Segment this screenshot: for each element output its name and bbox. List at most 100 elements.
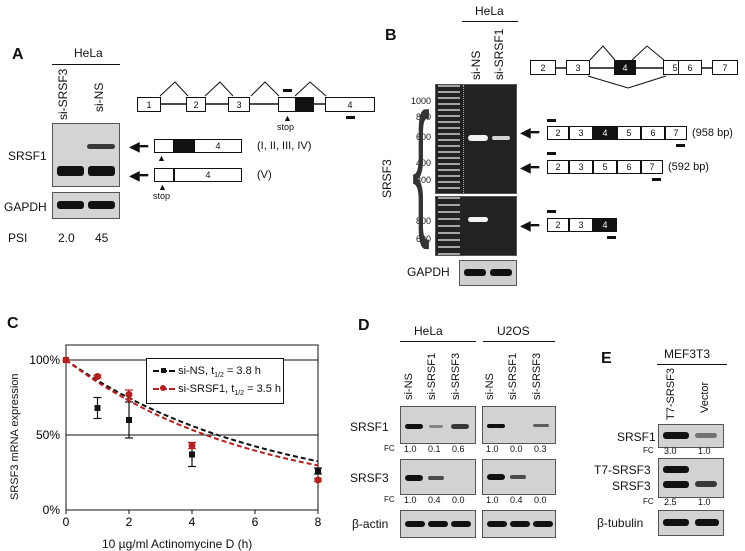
panel-b-gapdh-gel (459, 260, 517, 286)
fc-value: 0.3 (534, 444, 547, 454)
gel-band (492, 136, 510, 140)
ladder-800: 800 (416, 112, 432, 122)
gel-band (663, 466, 689, 473)
panel-a-exon-1: 1 (137, 97, 161, 112)
legend-marker (161, 368, 166, 374)
panel-b-upper-gel (435, 84, 517, 194)
panel-e-srsf1-gel (658, 424, 724, 448)
stop-marker-icon: ▲ (157, 153, 166, 163)
lane-label: si-SRSF1 (507, 352, 519, 400)
panel-a-exon-2: 2 (186, 97, 206, 112)
b-iso1-exon: 5 (617, 126, 641, 140)
panel-a-iso2-label: (V) (257, 169, 272, 181)
arrow-left-icon: ◀━ (520, 159, 540, 175)
fc-value: 0.0 (452, 495, 465, 505)
fc-value: 0.0 (534, 495, 547, 505)
arrow-left-icon: ◀━ (520, 124, 540, 140)
b-iso2-exon: 5 (593, 160, 617, 174)
b-iso2-exon: 7 (641, 160, 663, 174)
fc-value: 0.4 (428, 495, 441, 505)
panel-e-row-srsf1: SRSF1 (617, 430, 656, 444)
panel-d-srsf1-hela (400, 406, 476, 444)
gel-band (510, 475, 526, 479)
panel-d-row-actin: β-actin (352, 517, 389, 531)
panel-c-ylabel: SRSF3 mRNA expression (9, 373, 21, 500)
data-point (314, 476, 322, 484)
b-iso1-exon: 7 (665, 126, 687, 140)
ladder-300: 300 (416, 175, 432, 185)
panel-e-tubulin-gel (658, 510, 724, 536)
panel-d-row-srsf1: SRSF1 (350, 420, 389, 434)
fc-label: FC (384, 444, 395, 453)
panel-e-row-srsf3: SRSF3 (612, 479, 651, 493)
legend-swatch-black (153, 368, 175, 374)
data-point (126, 417, 132, 423)
arrow-left-icon: ◀━ (129, 138, 149, 154)
b-iso1-exon: 6 (641, 126, 665, 140)
ladder-600-lower: 600 (416, 234, 432, 244)
b-iso1-exon: 3 (569, 126, 593, 140)
data-point (315, 468, 321, 474)
b-iso3-exon: 4 (593, 218, 617, 232)
gel-band (464, 269, 486, 276)
panel-d-srsf3-u2os (482, 459, 556, 495)
fc-value: 1.0 (698, 497, 711, 507)
lane-label: si-SRSF3 (450, 352, 462, 400)
b-iso1-exon: 2 (547, 126, 569, 140)
panel-a-cell-line: HeLa (74, 46, 103, 60)
panel-a-lane-si-ns: si-NS (92, 82, 106, 112)
y-tick-label: 0% (43, 503, 61, 517)
legend-item-si-srsf1: si-SRSF1, t1/2 = 3.5 h (153, 383, 281, 397)
panel-b-letter: B (385, 27, 397, 44)
panel-b-ladder-lane (438, 197, 460, 255)
legend-item-si-ns: si-NS, t1/2 = 3.8 h (153, 365, 261, 379)
fc-label: FC (643, 497, 654, 506)
gel-band (487, 474, 505, 480)
gel-band (428, 521, 448, 527)
panel-b-top-exon-6b: 6 (678, 60, 702, 75)
gel-band (468, 217, 488, 222)
panel-b-row-srsf3: SRSF3 (380, 159, 394, 198)
data-point (189, 451, 195, 458)
panel-a-iso1-exon-black (174, 139, 194, 153)
legend-rest: = 3.8 h (223, 365, 261, 377)
legend-text: si-NS, t (178, 365, 215, 377)
panel-c-letter: C (7, 315, 19, 332)
panel-a-srsf1-gel (52, 123, 120, 187)
primer-bar (547, 119, 556, 122)
panel-c-legend: si-NS, t1/2 = 3.8 h si-SRSF1, t1/2 = 3.5… (146, 358, 284, 404)
fc-value: 1.0 (404, 444, 417, 454)
panel-a-letter: A (12, 46, 24, 63)
legend-sub: 1/2 (214, 372, 224, 380)
panel-b-lane-si-srsf1: si-SRSF1 (492, 28, 506, 80)
primer-bar (607, 236, 616, 239)
ladder-1000: 1000 (411, 96, 432, 106)
panel-a-cell-line-underline (52, 64, 120, 65)
gel-band (663, 432, 689, 439)
fc-value: 0.0 (510, 444, 523, 454)
gel-band (695, 433, 717, 438)
series-line-0 (65, 359, 319, 463)
panel-a-exon-4: 4 (325, 97, 375, 112)
gel-band (57, 166, 84, 176)
arrow-left-icon: ◀━ (520, 217, 540, 233)
fc-label: FC (643, 446, 654, 455)
lane-label: si-NS (484, 373, 496, 400)
fc-value: 0.4 (510, 495, 523, 505)
gel-band (405, 521, 425, 527)
lane-label: T7-SRSF3 (665, 368, 677, 420)
legend-sub: 1/2 (234, 390, 245, 398)
legend-marker (160, 385, 166, 392)
data-point (125, 391, 133, 398)
panel-a-stop-label: stop (277, 122, 295, 132)
panel-a-iso1-exon-a (154, 139, 174, 153)
panel-d-actin-hela (400, 510, 476, 538)
panel-d-cell-u2os: U2OS (497, 324, 530, 338)
panel-a-psi-2: 45 (95, 231, 109, 245)
primer-bar (547, 152, 556, 155)
panel-b-gapdh-label: GAPDH (407, 265, 450, 279)
gel-band (87, 144, 115, 149)
arrow-left-icon: ◀━ (129, 167, 149, 183)
gel-band (57, 201, 84, 209)
gel-band (88, 201, 115, 209)
